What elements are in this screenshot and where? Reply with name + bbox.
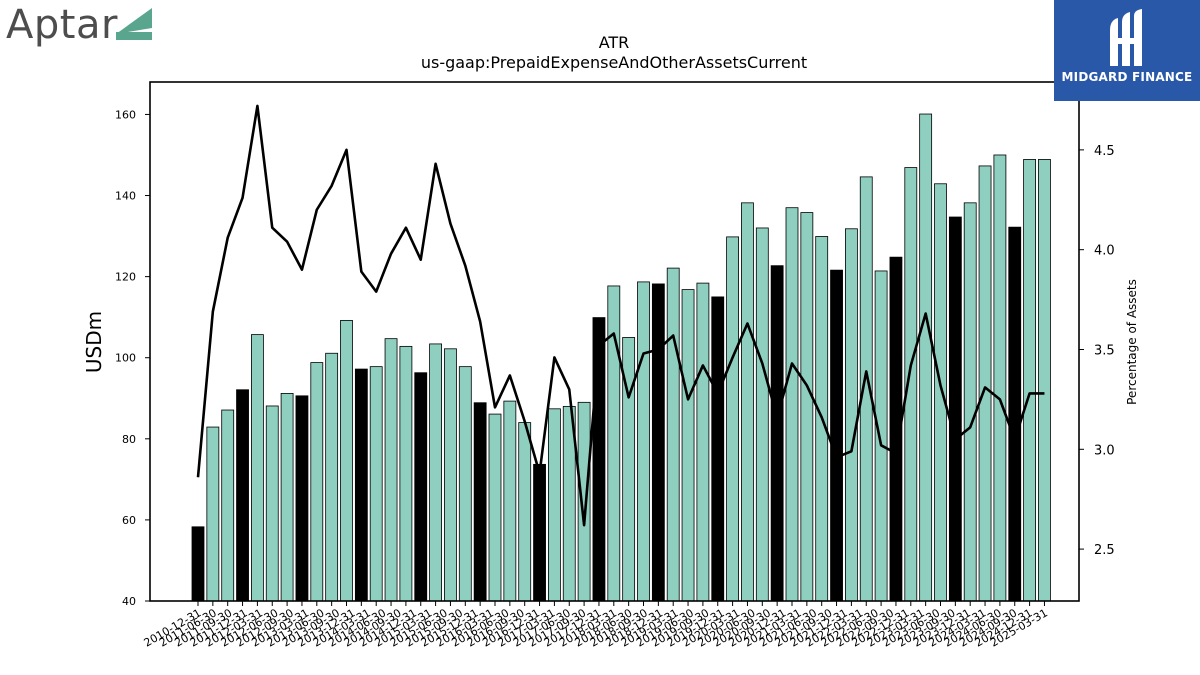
bar: [681, 289, 695, 602]
chart-subtitle: us-gaap:PrepaidExpenseAndOtherAssetsCurr…: [421, 53, 807, 72]
bar: [458, 366, 472, 602]
bar: [651, 283, 665, 602]
bar: [533, 463, 546, 602]
bar: [1023, 159, 1036, 602]
bar: [577, 401, 591, 602]
y-tick-label: 160: [115, 108, 136, 121]
y-axis-left: 40 60 80 100 120 140 160: [115, 108, 150, 608]
bar: [1038, 159, 1051, 602]
bar: [711, 296, 725, 602]
plot-frame: [149, 81, 1080, 602]
bar: [830, 269, 843, 602]
y-axis-right: 2.5 3.0 3.5 4.0 4.5: [1079, 144, 1115, 558]
y-tick-label: 120: [115, 271, 136, 284]
bar: [518, 422, 532, 602]
midgard-monogram-icon: [1110, 9, 1142, 66]
bar: [726, 236, 739, 602]
bar: [236, 389, 249, 602]
y2-axis-label: Percentage of Assets: [1125, 279, 1139, 405]
bar: [755, 227, 769, 602]
aptar-logo: Aptar: [6, 2, 166, 50]
bar: [978, 165, 992, 602]
bar: [948, 216, 962, 602]
midgard-logo-text: MIDGARD FINANCE: [1061, 70, 1193, 84]
bar: [874, 270, 888, 602]
bar: [473, 402, 487, 602]
chart-title: ATR: [599, 33, 630, 52]
percentage-line: [196, 104, 1045, 527]
bar: [741, 202, 754, 602]
aptar-logo-text: Aptar: [6, 2, 118, 48]
bar: [963, 202, 977, 602]
bar: [1008, 226, 1022, 602]
y-tick-label: 60: [122, 514, 136, 527]
bar: [696, 282, 710, 602]
bar: [280, 392, 294, 602]
y-tick-label: 140: [115, 190, 136, 203]
bar: [206, 426, 220, 602]
bar: [325, 352, 339, 602]
bar: [503, 400, 517, 602]
y2-tick-label: 3.5: [1094, 343, 1115, 358]
bar: [800, 212, 814, 602]
bar: [637, 281, 650, 602]
bar: [310, 362, 324, 602]
y2-tick-label: 4.0: [1094, 244, 1115, 259]
bar: [919, 113, 933, 602]
bar: [785, 207, 799, 602]
y-axis-label: USDm: [82, 311, 106, 373]
y-tick-label: 40: [122, 595, 136, 608]
bar: [369, 366, 383, 602]
bar: [548, 408, 561, 602]
y2-tick-label: 4.5: [1094, 144, 1115, 159]
bar: [444, 348, 457, 602]
bar: [340, 320, 353, 602]
bar: [191, 526, 205, 602]
midgard-finance-logo: MIDGARD FINANCE: [1054, 0, 1200, 101]
bar: [845, 228, 858, 602]
bar: [993, 154, 1007, 602]
bar: [399, 345, 413, 602]
bars-layer: [191, 113, 1051, 602]
bar: [429, 343, 443, 602]
bar: [770, 265, 784, 602]
y2-tick-label: 2.5: [1094, 543, 1115, 558]
line-layer: [196, 104, 1045, 527]
bar: [295, 395, 309, 602]
bar: [488, 413, 502, 602]
bar: [265, 405, 279, 602]
bar: [250, 334, 264, 602]
y-tick-label: 100: [115, 352, 136, 365]
aptar-leaf-icon: [116, 8, 152, 40]
bar: [934, 183, 947, 602]
bar: [221, 409, 235, 602]
bar: [414, 372, 428, 602]
x-axis: 2010-12-312011-06-302011-09-302011-12-31…: [142, 601, 1050, 650]
y-tick-label: 80: [122, 433, 136, 446]
bar: [354, 368, 368, 602]
bar: [384, 338, 398, 602]
bar: [666, 267, 680, 602]
y2-tick-label: 3.0: [1094, 443, 1115, 458]
